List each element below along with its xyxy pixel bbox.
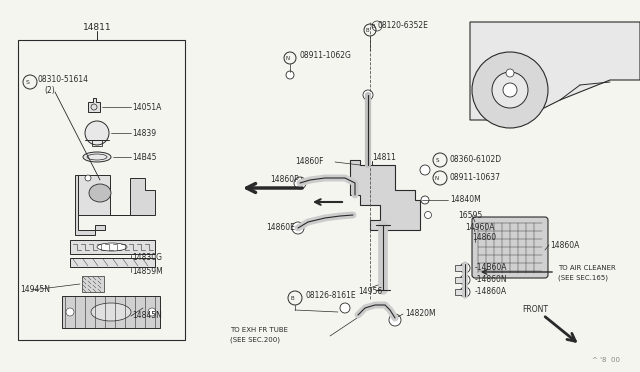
- Circle shape: [506, 69, 514, 77]
- Polygon shape: [62, 296, 160, 328]
- Text: 14840M: 14840M: [450, 196, 481, 205]
- Text: 14845N: 14845N: [132, 311, 162, 321]
- Text: 14839: 14839: [132, 128, 156, 138]
- Text: 14945N: 14945N: [20, 285, 50, 295]
- Ellipse shape: [91, 303, 131, 321]
- Bar: [455, 265, 465, 271]
- Bar: [82, 276, 104, 292]
- Circle shape: [66, 308, 74, 316]
- Polygon shape: [78, 175, 140, 215]
- Text: 14860F: 14860F: [295, 157, 323, 167]
- Bar: [18, 40, 185, 340]
- Text: 08310-51614: 08310-51614: [38, 76, 89, 84]
- Polygon shape: [75, 175, 105, 235]
- Circle shape: [424, 212, 431, 218]
- Text: 14860A: 14860A: [550, 241, 579, 250]
- Polygon shape: [350, 160, 420, 230]
- Circle shape: [148, 308, 156, 316]
- Text: N: N: [286, 55, 290, 61]
- Text: -14860N: -14860N: [475, 276, 508, 285]
- Text: 08360-6102D: 08360-6102D: [450, 155, 502, 164]
- Bar: [92, 140, 102, 146]
- Text: (2): (2): [44, 86, 55, 94]
- Ellipse shape: [89, 184, 111, 202]
- Circle shape: [472, 52, 548, 128]
- Text: S: S: [26, 80, 30, 84]
- FancyBboxPatch shape: [472, 217, 548, 278]
- Text: B: B: [290, 295, 294, 301]
- Circle shape: [294, 177, 306, 189]
- Text: 08911-1062G: 08911-1062G: [299, 51, 351, 60]
- Text: S: S: [435, 157, 439, 163]
- Circle shape: [503, 83, 517, 97]
- Circle shape: [492, 72, 528, 108]
- Circle shape: [340, 303, 350, 313]
- Text: 14811: 14811: [372, 154, 396, 163]
- Text: N: N: [435, 176, 439, 180]
- Text: 14860E: 14860E: [266, 224, 295, 232]
- Text: 08911-10637: 08911-10637: [450, 173, 501, 183]
- Text: 16595: 16595: [458, 211, 483, 219]
- Text: ^ '8  00: ^ '8 00: [592, 357, 620, 363]
- Text: B: B: [365, 28, 369, 32]
- Polygon shape: [70, 258, 155, 267]
- Text: 14860P: 14860P: [270, 176, 299, 185]
- Text: 08126-8161E: 08126-8161E: [305, 291, 356, 299]
- Polygon shape: [70, 240, 155, 254]
- Text: 14B45: 14B45: [132, 153, 157, 161]
- Text: 14960A: 14960A: [465, 224, 495, 232]
- Circle shape: [420, 165, 430, 175]
- Polygon shape: [130, 178, 155, 215]
- Circle shape: [292, 222, 304, 234]
- Text: 14859M: 14859M: [132, 267, 163, 276]
- Circle shape: [389, 314, 401, 326]
- Polygon shape: [470, 22, 640, 120]
- Text: (SEE SEC.200): (SEE SEC.200): [230, 337, 280, 343]
- Circle shape: [97, 177, 102, 183]
- Ellipse shape: [83, 152, 111, 162]
- Text: 14860: 14860: [472, 234, 496, 243]
- Circle shape: [85, 121, 109, 145]
- Circle shape: [363, 90, 373, 100]
- Text: -14860A: -14860A: [475, 288, 507, 296]
- Circle shape: [85, 175, 91, 181]
- Text: 08120-6352E: 08120-6352E: [378, 22, 429, 31]
- Text: 14820M: 14820M: [405, 310, 436, 318]
- Text: B: B: [371, 23, 374, 29]
- Circle shape: [460, 263, 470, 273]
- Text: TO AIR CLEANER: TO AIR CLEANER: [558, 265, 616, 271]
- Text: -14B60A: -14B60A: [475, 263, 508, 273]
- Circle shape: [460, 287, 470, 297]
- Bar: [455, 289, 465, 295]
- Text: 14811: 14811: [83, 23, 111, 32]
- Text: TO EXH FR TUBE: TO EXH FR TUBE: [230, 327, 288, 333]
- Polygon shape: [88, 98, 100, 112]
- Text: 14051A: 14051A: [132, 103, 161, 112]
- Circle shape: [286, 71, 294, 79]
- Ellipse shape: [97, 243, 127, 251]
- Circle shape: [460, 275, 470, 285]
- Circle shape: [421, 196, 429, 204]
- Text: FRONT: FRONT: [522, 305, 548, 314]
- Bar: [455, 277, 465, 283]
- Text: (SEE SEC.165): (SEE SEC.165): [558, 275, 608, 281]
- Text: 14830G: 14830G: [132, 253, 162, 263]
- Text: 14956: 14956: [358, 288, 382, 296]
